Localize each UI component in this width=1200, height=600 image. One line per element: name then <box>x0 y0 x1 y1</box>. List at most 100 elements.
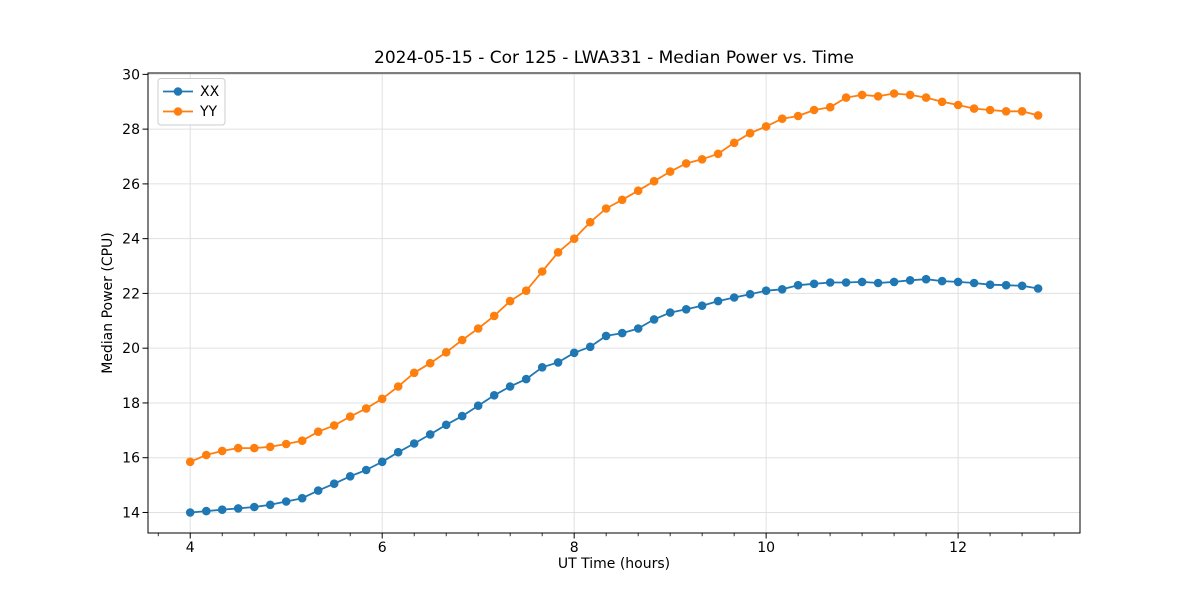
data-point-YY <box>1033 111 1043 120</box>
data-point-XX <box>665 308 675 317</box>
y-tick-label: 14 <box>122 505 140 521</box>
data-point-YY <box>409 368 419 378</box>
data-point-YY <box>601 204 611 213</box>
data-point-XX <box>825 278 835 287</box>
data-point-XX <box>233 504 243 513</box>
legend-entry-XX: XX <box>163 84 220 100</box>
data-point-YY <box>569 234 579 243</box>
data-point-XX <box>729 293 739 302</box>
data-point-YY <box>217 446 227 456</box>
data-point-XX <box>969 278 979 288</box>
data-point-YY <box>505 296 515 306</box>
data-point-XX <box>537 363 547 372</box>
data-point-XX <box>473 401 483 411</box>
data-point-YY <box>809 105 819 115</box>
data-point-YY <box>793 111 803 121</box>
data-point-YY <box>937 97 947 107</box>
data-point-YY <box>761 122 771 131</box>
x-tick-label: 6 <box>378 540 387 556</box>
data-point-YY <box>681 159 691 168</box>
data-point-XX <box>761 286 771 296</box>
data-point-YY <box>553 248 563 257</box>
data-point-YY <box>457 335 467 345</box>
data-point-YY <box>297 436 307 446</box>
data-point-XX <box>585 342 595 352</box>
data-point-XX <box>553 358 563 367</box>
y-tick-label: 26 <box>122 177 140 193</box>
data-point-XX <box>457 411 467 421</box>
data-point-XX <box>649 315 659 324</box>
data-point-XX <box>633 324 643 333</box>
data-point-XX <box>905 276 915 285</box>
data-point-YY <box>921 93 931 102</box>
data-point-YY <box>329 421 339 430</box>
data-point-YY <box>1001 107 1011 116</box>
data-point-YY <box>313 427 323 437</box>
data-point-XX <box>329 479 339 489</box>
data-point-YY <box>633 186 643 195</box>
data-point-YY <box>521 286 531 296</box>
legend-label: XX <box>200 84 220 100</box>
data-point-YY <box>745 128 755 138</box>
data-point-YY <box>489 311 499 321</box>
data-point-XX <box>601 331 611 341</box>
data-point-XX <box>681 305 691 314</box>
data-point-XX <box>393 447 403 457</box>
y-tick-label: 20 <box>122 341 140 357</box>
data-point-XX <box>1017 281 1027 291</box>
data-point-YY <box>473 324 483 333</box>
data-point-XX <box>505 382 515 391</box>
data-point-XX <box>1033 284 1043 293</box>
data-point-XX <box>617 328 627 338</box>
data-point-YY <box>713 149 723 159</box>
data-point-YY <box>202 450 211 460</box>
data-point-YY <box>1017 107 1027 116</box>
data-point-YY <box>265 442 275 452</box>
data-point-XX <box>1001 280 1011 290</box>
data-point-XX <box>250 502 259 512</box>
data-point-XX <box>697 301 707 311</box>
data-point-XX <box>217 505 227 514</box>
y-tick-label: 24 <box>122 232 140 248</box>
legend-entry-YY: YY <box>163 104 218 120</box>
data-point-XX <box>857 277 867 287</box>
y-tick-label: 22 <box>122 286 140 302</box>
data-point-YY <box>441 348 451 357</box>
x-axis-label: UT Time (hours) <box>557 556 671 572</box>
data-point-XX <box>409 439 419 448</box>
data-point-YY <box>250 443 259 453</box>
x-tick-label: 8 <box>570 540 579 556</box>
data-point-YY <box>889 89 899 98</box>
data-point-YY <box>281 439 291 449</box>
legend-marker <box>173 107 183 116</box>
data-point-XX <box>793 280 803 290</box>
data-point-YY <box>537 267 547 276</box>
data-point-XX <box>345 472 355 481</box>
data-point-XX <box>953 277 963 287</box>
data-point-YY <box>185 457 195 467</box>
data-point-YY <box>985 105 995 115</box>
data-point-YY <box>697 155 707 164</box>
plot-area <box>148 73 1080 533</box>
legend: XX YY <box>157 78 226 126</box>
data-point-YY <box>617 195 627 205</box>
data-point-YY <box>953 100 963 110</box>
data-point-YY <box>361 404 371 413</box>
data-point-XX <box>873 278 883 288</box>
data-point-YY <box>905 90 915 100</box>
data-point-YY <box>777 114 787 123</box>
data-point-XX <box>777 285 787 294</box>
data-point-YY <box>857 90 867 100</box>
legend-label: YY <box>199 104 218 120</box>
data-point-XX <box>265 500 275 510</box>
data-point-XX <box>841 278 851 287</box>
data-point-YY <box>425 358 435 368</box>
data-point-XX <box>425 430 435 439</box>
data-point-XX <box>921 274 931 284</box>
data-point-XX <box>441 420 451 430</box>
data-point-XX <box>985 280 995 290</box>
data-point-YY <box>345 412 355 421</box>
data-point-XX <box>521 374 531 384</box>
data-point-YY <box>825 102 835 112</box>
